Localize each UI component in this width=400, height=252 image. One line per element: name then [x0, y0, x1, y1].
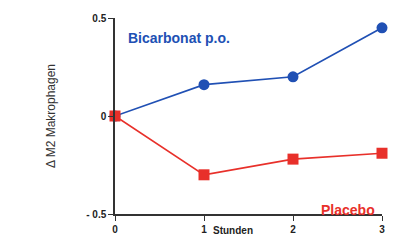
svg-text:0.5: 0.5: [92, 13, 106, 24]
svg-text:2: 2: [290, 224, 296, 235]
svg-text:- 0.5: - 0.5: [86, 209, 106, 220]
svg-text:Stunden: Stunden: [213, 225, 253, 236]
svg-text:Bicarbonat p.o.: Bicarbonat p.o.: [128, 30, 230, 46]
svg-text:Placebo: Placebo: [321, 202, 375, 218]
svg-text:0: 0: [112, 224, 118, 235]
svg-text:3: 3: [379, 224, 385, 235]
svg-text:Δ M2 Makrophagen: Δ M2 Makrophagen: [44, 64, 58, 168]
svg-text:1: 1: [201, 224, 207, 235]
svg-text:0: 0: [101, 111, 107, 122]
